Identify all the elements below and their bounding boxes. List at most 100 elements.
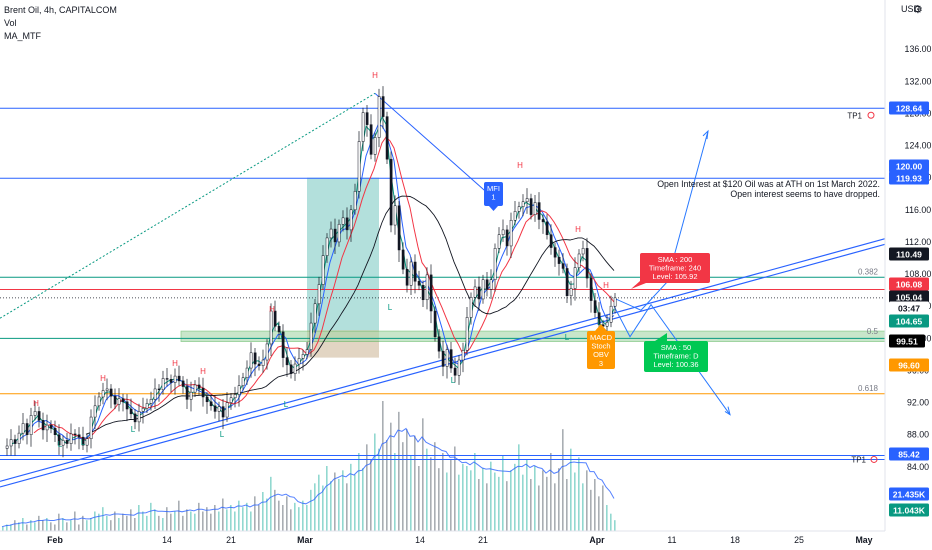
price-badge-label: 03:47	[898, 303, 920, 313]
callout-text: MACD	[590, 333, 613, 342]
candle-body	[465, 317, 469, 351]
candle-body	[489, 279, 493, 290]
candle-body	[241, 377, 245, 386]
candle-body	[377, 96, 381, 138]
candle-body	[233, 394, 237, 399]
callout-box[interactable]	[587, 331, 615, 369]
candle-body	[73, 433, 77, 435]
candle-body	[157, 388, 161, 390]
time-axis[interactable]: Feb 14 21 Mar 14 21 Apr 11 18 25 May	[0, 530, 932, 550]
legend-volume[interactable]: Vol	[4, 18, 17, 28]
volume-bar	[526, 459, 528, 531]
price-badge[interactable]	[889, 247, 929, 261]
volume-bar	[510, 470, 512, 531]
volume-bar	[418, 466, 420, 531]
price-badge-label: 96.60	[898, 360, 920, 370]
horizontal-levels[interactable]	[0, 107, 885, 460]
volume-bar	[366, 444, 368, 531]
settings-icon[interactable]: ⚙	[913, 4, 923, 16]
volume-bar	[122, 513, 124, 531]
candle-body	[101, 390, 105, 398]
price-badge-label: 119.93	[896, 173, 922, 183]
candle-body	[141, 407, 145, 412]
price-badge[interactable]	[889, 358, 929, 372]
price-axis[interactable]: 84.0088.0092.0096.00100.00104.00108.0011…	[884, 0, 932, 550]
legend-symbol[interactable]: Brent Oil, 4h, CAPITALCOM	[4, 5, 117, 15]
tp1-label-lower: TP1	[851, 455, 866, 464]
candle-body	[581, 248, 585, 255]
volume-bar	[410, 455, 412, 531]
candle-body	[505, 229, 509, 247]
pivot-low-label: L	[58, 440, 63, 449]
volume-bar	[198, 502, 200, 531]
dotted-fan-line	[0, 92, 376, 319]
candle-body	[349, 209, 353, 231]
price-badge[interactable]	[889, 277, 929, 291]
candle-body	[381, 96, 385, 117]
price-badge[interactable]	[889, 487, 929, 501]
volume-bar	[262, 492, 264, 531]
candle-body	[473, 286, 477, 298]
volume-bar	[558, 468, 560, 531]
candle-body	[293, 363, 297, 374]
volume-bar	[534, 466, 536, 531]
callout-pointer	[595, 324, 607, 331]
candle-body	[529, 198, 533, 215]
volume-bar	[450, 459, 452, 531]
volume-bar	[446, 472, 448, 531]
volume-bar	[54, 524, 56, 531]
volume-bar	[102, 507, 104, 531]
price-badge[interactable]	[889, 314, 929, 328]
price-tick-label: 116.00	[905, 205, 931, 215]
volume-bar	[146, 515, 148, 531]
time-tick-label: Feb	[47, 535, 63, 545]
volume-bar	[226, 509, 228, 531]
volume-bar	[598, 496, 600, 531]
candle-body	[453, 367, 457, 376]
candle-body	[305, 349, 309, 355]
candle-body	[565, 268, 569, 297]
candle-body	[417, 281, 421, 286]
price-badge[interactable]	[889, 159, 929, 173]
peak-descending-line[interactable]	[374, 92, 493, 198]
price-badge[interactable]	[889, 171, 929, 185]
volume-bar	[234, 511, 236, 531]
projection-up-path[interactable]	[613, 130, 709, 311]
volume-bar	[354, 474, 356, 531]
candle-body	[485, 279, 489, 290]
price-badge[interactable]	[889, 301, 929, 315]
volume-bar	[142, 511, 144, 531]
candle-body	[133, 413, 137, 423]
candle-body	[525, 198, 529, 203]
legend-ma-mtf[interactable]: MA_MTF	[4, 31, 41, 41]
volume-bar	[546, 476, 548, 531]
price-badge-label: 128.64	[896, 103, 923, 113]
volume-bar	[2, 526, 4, 531]
price-badge[interactable]	[889, 334, 925, 348]
candle-body	[345, 217, 349, 231]
candle-body	[397, 205, 401, 251]
candle-body	[33, 411, 37, 416]
callout-box[interactable]	[640, 253, 710, 283]
time-tick-label: 14	[162, 535, 172, 545]
candle-body	[561, 263, 565, 269]
price-badge[interactable]	[889, 503, 929, 517]
volume-bar	[370, 459, 372, 531]
pivot-high-label: H	[172, 359, 178, 368]
volume-pane	[1, 401, 616, 531]
price-badge[interactable]	[889, 447, 929, 461]
volume-bar	[6, 524, 8, 531]
candle-body	[53, 428, 57, 435]
callout-box[interactable]	[484, 182, 503, 206]
candle-body	[513, 211, 517, 221]
price-badge[interactable]	[889, 101, 929, 115]
callout-box[interactable]	[644, 341, 708, 372]
price-badge[interactable]	[889, 290, 929, 304]
volume-bar	[82, 515, 84, 531]
volume-bar	[486, 483, 488, 531]
